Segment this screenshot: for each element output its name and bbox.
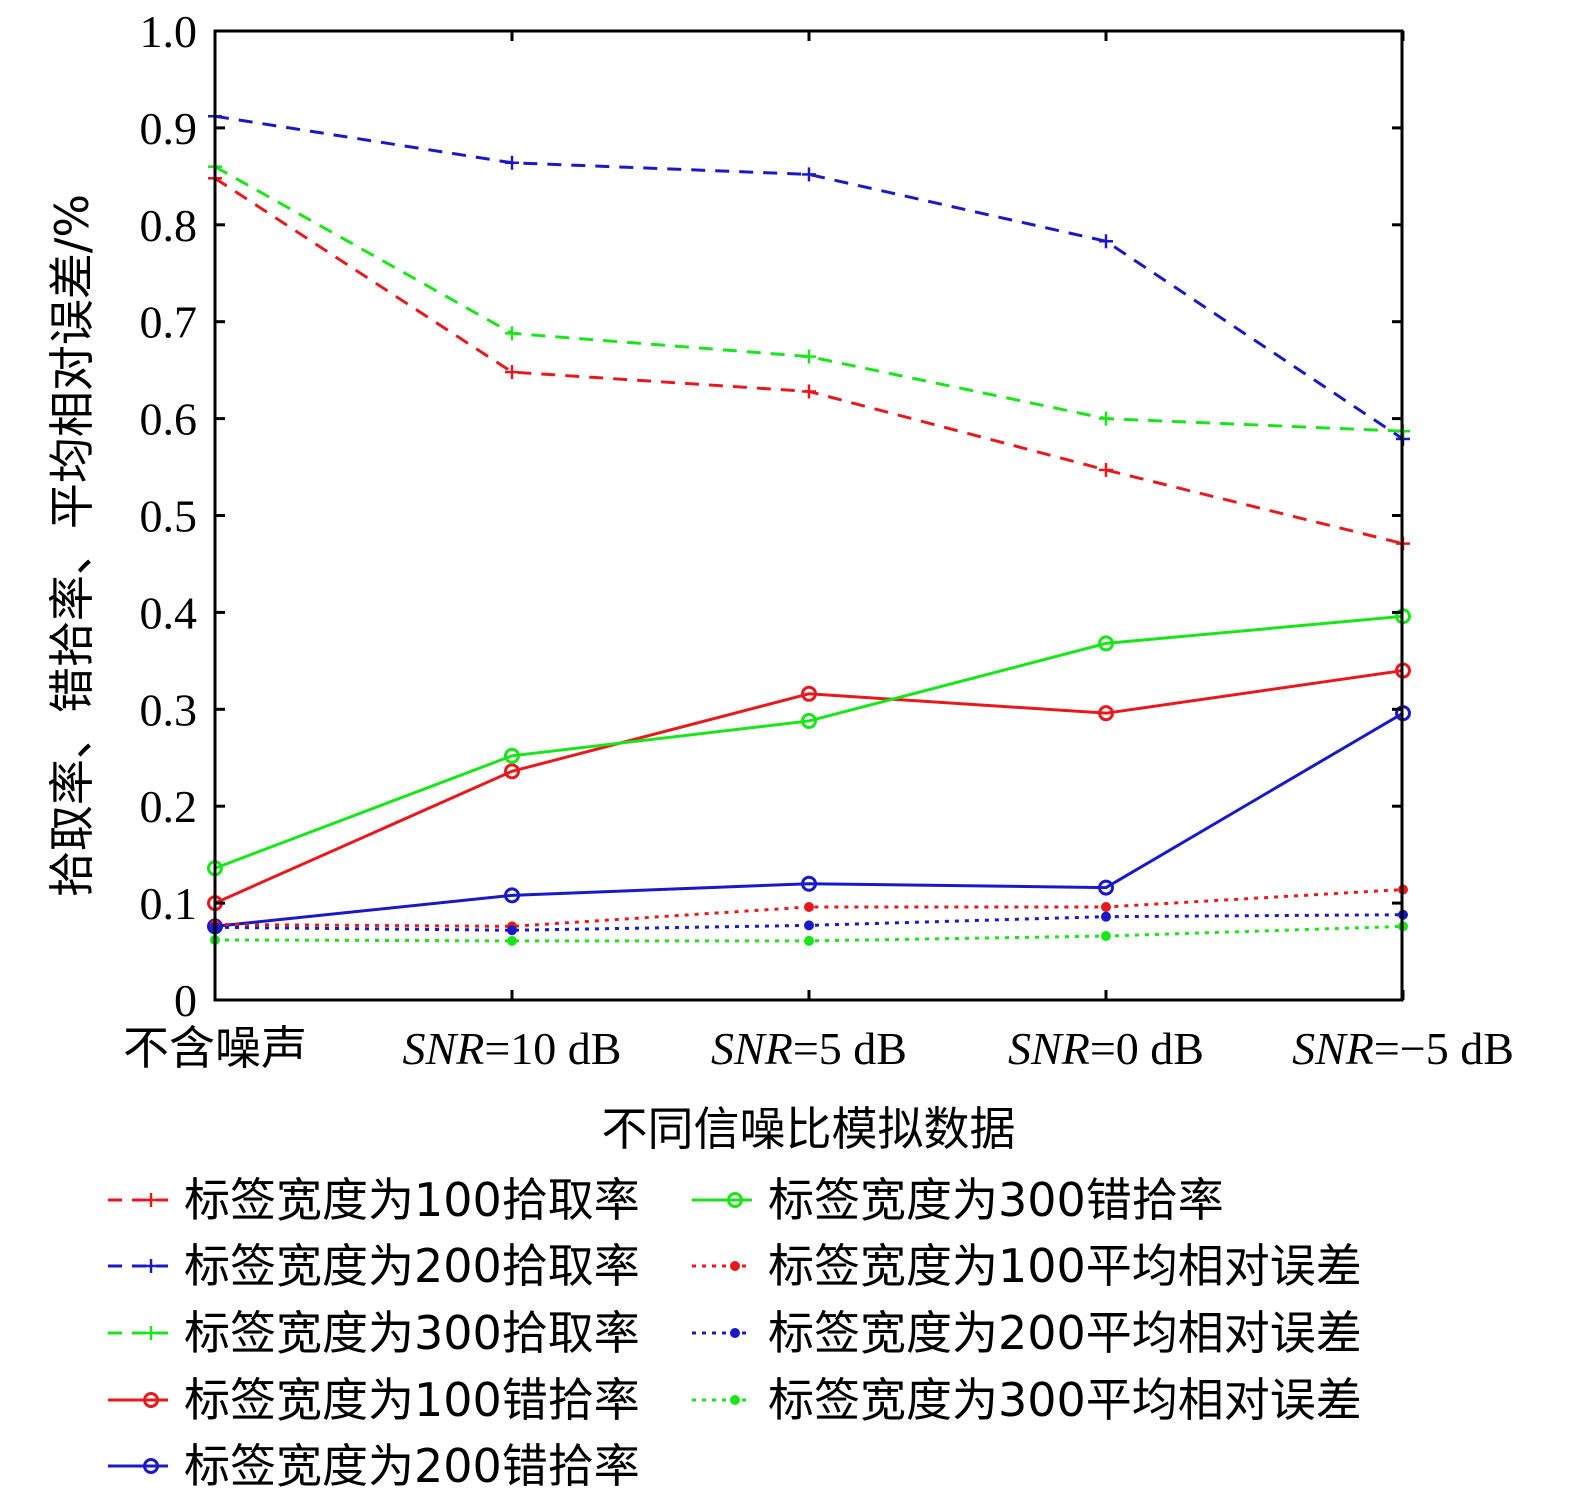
data-point xyxy=(505,365,519,380)
series-line xyxy=(214,614,1404,870)
legend-marker xyxy=(143,1392,159,1408)
x-tick-label-text: =10 dB xyxy=(484,1023,621,1074)
data-point xyxy=(1099,411,1113,426)
data-point xyxy=(1099,462,1113,477)
y-tick-label: 0 xyxy=(174,975,197,1026)
legend-marker xyxy=(730,1395,740,1405)
y-tick-label: 0.4 xyxy=(140,587,198,638)
x-tick-label: SNR=−5 dB xyxy=(1292,1023,1514,1074)
x-tick-label-italic: SNR xyxy=(1008,1023,1090,1074)
x-axis-title: 不同信噪比模拟数据 xyxy=(602,1102,1016,1156)
x-tick-label-text: 不含噪声 xyxy=(123,1021,307,1075)
y-tick-label: 1.0 xyxy=(140,6,198,57)
data-point xyxy=(802,384,816,399)
y-tick-label: 0.8 xyxy=(140,200,198,251)
y-axis-title: 拾取率、错拾率、平均相对误差/% xyxy=(45,194,99,897)
legend-item: 标签宽度为200拾取率 xyxy=(108,1239,640,1293)
data-point xyxy=(802,349,816,364)
series-4 xyxy=(207,705,1411,935)
legend-item: 标签宽度为200错拾率 xyxy=(108,1439,640,1493)
y-tick-label: 0.9 xyxy=(140,103,198,154)
x-tick-label-italic: SNR xyxy=(403,1023,485,1074)
x-tick-label: SNR=10 dB xyxy=(403,1023,622,1074)
data-point xyxy=(804,920,814,931)
data-point xyxy=(1101,901,1111,912)
series-line xyxy=(214,165,1404,433)
data-point xyxy=(504,763,520,780)
y-tick-label: 0.6 xyxy=(140,394,198,445)
y-tick-label: 0.5 xyxy=(140,491,198,542)
series-5 xyxy=(207,608,1411,877)
series-line xyxy=(214,669,1404,905)
x-tick-label: SNR=5 dB xyxy=(711,1023,907,1074)
data-point xyxy=(804,901,814,912)
legend-label: 标签宽度为100拾取率 xyxy=(184,1173,640,1227)
y-tick-label: 0.1 xyxy=(140,878,198,929)
legend-label: 标签宽度为200平均相对误差 xyxy=(768,1306,1362,1360)
legend-item: 标签宽度为100错拾率 xyxy=(108,1373,640,1427)
legend-label: 标签宽度为300平均相对误差 xyxy=(768,1373,1362,1427)
data-point xyxy=(801,875,817,892)
data-point xyxy=(1101,911,1111,922)
legend-label: 标签宽度为300拾取率 xyxy=(184,1306,640,1360)
series-line xyxy=(214,711,1404,928)
data-point xyxy=(801,685,817,702)
legend-label: 标签宽度为200拾取率 xyxy=(184,1239,640,1293)
x-tick-label-italic: SNR xyxy=(1292,1023,1374,1074)
data-point xyxy=(802,167,816,182)
legend-label: 标签宽度为300错拾率 xyxy=(768,1173,1224,1227)
legend-label: 标签宽度为200错拾率 xyxy=(184,1439,640,1493)
data-point xyxy=(1101,931,1111,942)
x-tick-label: 不含噪声 xyxy=(123,1021,307,1075)
series-line xyxy=(214,924,1404,943)
legend: 标签宽度为100拾取率标签宽度为200拾取率标签宽度为300拾取率标签宽度为10… xyxy=(108,1173,1362,1493)
y-tick-label: 0.2 xyxy=(140,781,198,832)
legend-item: 标签宽度为200平均相对误差 xyxy=(692,1306,1362,1360)
legend-marker xyxy=(143,1458,159,1474)
series-line xyxy=(214,913,1404,932)
legend-marker xyxy=(730,1261,740,1271)
data-point xyxy=(1098,879,1114,896)
x-tick-label-italic: SNR xyxy=(711,1023,793,1074)
legend-item: 标签宽度为100平均相对误差 xyxy=(692,1239,1362,1293)
legend-label: 标签宽度为100错拾率 xyxy=(184,1373,640,1427)
x-tick-label-text: =−5 dB xyxy=(1374,1023,1514,1074)
legend-item: 标签宽度为300平均相对误差 xyxy=(692,1373,1362,1427)
data-point xyxy=(504,747,520,764)
legend-item: 标签宽度为100拾取率 xyxy=(108,1173,640,1227)
legend-marker xyxy=(144,1193,158,1207)
legend-label: 标签宽度为100平均相对误差 xyxy=(768,1239,1362,1293)
x-tick-label-text: =0 dB xyxy=(1090,1023,1204,1074)
legend-marker xyxy=(144,1326,158,1340)
data-point xyxy=(1098,635,1114,652)
data-point xyxy=(505,326,519,341)
legend-marker xyxy=(730,1328,740,1338)
data-point xyxy=(507,925,517,936)
legend-marker xyxy=(727,1192,743,1208)
data-point xyxy=(504,887,520,904)
legend-marker xyxy=(144,1259,158,1273)
y-axis: 0 0.1 0.2 0.3 0.4 0.5 0.6 0.7 0.8 0.9 1.0 xyxy=(140,6,1402,1026)
legend-item: 标签宽度为300错拾率 xyxy=(692,1173,1224,1227)
series-line xyxy=(214,888,1404,928)
y-tick-label: 0.3 xyxy=(140,684,198,735)
series-3 xyxy=(207,662,1411,912)
x-axis: 不含噪声 SNR=10 dB SNR=5 dB SNR=0 dB SNR=−5 dB xyxy=(123,31,1514,1075)
data-point xyxy=(801,712,817,729)
data-point xyxy=(507,935,517,946)
x-tick-label-text: =5 dB xyxy=(793,1023,907,1074)
x-tick-label: SNR=0 dB xyxy=(1008,1023,1204,1074)
data-point xyxy=(1099,234,1113,249)
data-point xyxy=(1098,705,1114,722)
data-point xyxy=(505,155,519,170)
series-line xyxy=(214,114,1404,441)
plot-area xyxy=(207,109,1411,946)
y-tick-label: 0.7 xyxy=(140,297,198,348)
data-point xyxy=(804,935,814,946)
legend-item: 标签宽度为300拾取率 xyxy=(108,1306,640,1360)
